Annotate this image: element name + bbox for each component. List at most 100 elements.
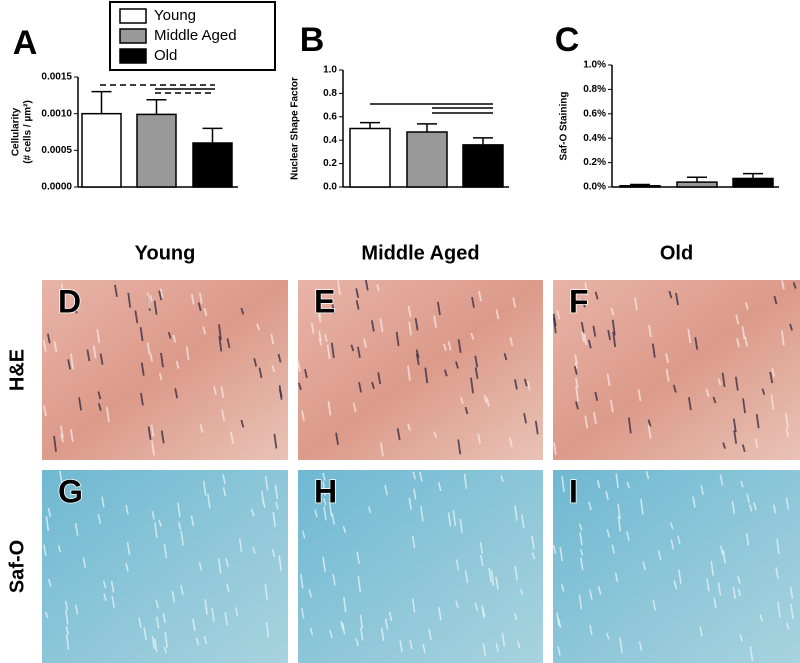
texture-streak [65,634,70,650]
texture-streak [584,281,589,296]
texture-streak [367,506,372,514]
texture-streak [411,598,416,613]
error-bar [146,98,167,115]
texture-streak [99,353,104,365]
texture-streak [172,334,177,343]
texture-streak [470,377,474,394]
texture-streak [261,490,265,505]
texture-streak [103,593,107,601]
texture-streak [222,486,227,497]
texture-streak [380,627,385,642]
texture-streak [258,367,263,379]
texture-streak [617,516,622,532]
texture-streak [478,290,482,302]
texture-streak [356,551,360,565]
panel-letter: A [13,24,38,62]
texture-streak [114,284,118,298]
texture-streak [675,292,679,306]
texture-streak [331,304,336,314]
texture-streak [657,550,662,561]
texture-streak [218,324,222,340]
texture-streak [271,548,276,558]
texture-streak [428,629,432,641]
texture-streak [331,513,335,525]
texture-streak [583,333,588,346]
texture-streak [202,326,207,335]
texture-streak [343,597,347,613]
texture-streak [371,381,375,390]
texture-streak [57,544,62,553]
texture-streak [317,314,322,323]
texture-streak [457,339,462,353]
texture-streak [611,544,616,555]
texture-streak [297,360,301,372]
texture-streak [642,561,646,571]
texture-streak [225,558,229,567]
texture-streak [638,641,643,652]
texture-streak [298,382,302,391]
texture-streak [226,583,230,592]
texture-streak [447,341,452,351]
texture-streak [92,345,97,359]
texture-streak [158,290,163,301]
y-tick-label: 0.4 [323,135,337,146]
texture-streak [645,471,650,480]
texture-streak [744,336,748,347]
texture-streak [474,355,479,368]
texture-streak [455,600,459,609]
texture-streak [424,367,429,384]
texture-streak [352,402,357,413]
texture-streak [399,640,403,653]
y-axis-label: Nuclear Shape Factor [290,77,301,180]
texture-streak [514,505,518,521]
texture-streak [256,323,260,331]
texture-streak [552,317,557,334]
texture-streak [777,601,781,618]
texture-streak [323,506,327,521]
texture-streak [732,418,737,433]
texture-streak [610,307,615,316]
texture-streak [580,557,584,571]
texture-streak [322,472,326,481]
panel-letter: D [58,283,81,319]
texture-streak [199,424,204,433]
texture-streak [97,403,102,411]
texture-streak [694,337,699,350]
chart: C 0.0% 0.2% 0.4% 0.6% 0.8% 1.0% Saf-O Staining [555,21,779,193]
texture-streak [203,636,208,645]
texture-streak [672,384,677,393]
texture-streak [304,368,308,379]
y-tick-label: 0.6% [583,108,606,119]
texture-streak [53,435,57,452]
texture-streak [479,542,484,554]
texture-streak [46,333,51,344]
error-bar [473,137,493,145]
texture-streak [388,611,393,622]
texture-streak [127,292,132,308]
texture-streak [151,636,156,649]
texture-streak [665,352,669,364]
texture-streak [474,602,479,612]
texture-streak [407,365,411,381]
texture-streak [160,352,164,368]
texture-streak [509,336,514,346]
texture-streak [357,346,361,358]
bar [136,113,177,188]
texture-streak [457,439,462,455]
texture-streak [736,338,740,348]
texture-streak [126,542,131,555]
texture-streak [110,580,115,593]
texture-streak [523,378,528,387]
texture-streak [411,535,416,549]
texture-streak [647,425,652,439]
texture-streak [74,523,79,536]
texture-streak [65,626,70,635]
texture-streak [769,371,774,384]
texture-streak [198,292,203,304]
texture-streak [459,518,463,534]
texture-streak [735,314,740,325]
texture-streak [770,394,775,410]
texture-streak [154,522,158,538]
texture-streak [647,419,652,427]
texture-streak [677,535,681,544]
